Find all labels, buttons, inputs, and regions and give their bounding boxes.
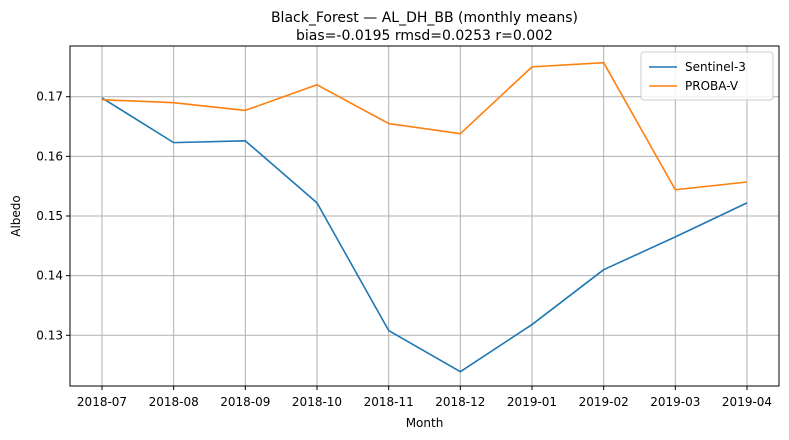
x-tick-label: 2018-10 (292, 395, 342, 409)
series-line-sentinel-3 (101, 97, 748, 373)
x-tick-label: 2019-03 (650, 395, 700, 409)
y-tick-label: 0.17 (36, 90, 63, 104)
grid-lines (70, 46, 779, 386)
x-axis-label: Month (406, 416, 444, 430)
series-lines (101, 61, 748, 373)
y-tick-label: 0.16 (36, 149, 63, 163)
x-tick-label: 2019-01 (507, 395, 557, 409)
series-line-proba-v (101, 61, 748, 191)
legend-box (640, 51, 774, 101)
legend-label: PROBA-V (685, 79, 739, 93)
chart-subtitle: bias=-0.0195 rmsd=0.0253 r=0.002 (296, 28, 553, 44)
x-tick-label: 2019-02 (579, 395, 629, 409)
x-tick-label: 2018-12 (435, 395, 485, 409)
x-tick-label: 2018-07 (77, 395, 127, 409)
x-tick-label: 2018-08 (149, 395, 199, 409)
y-tick-label: 0.15 (36, 209, 63, 223)
legend-label: Sentinel-3 (685, 60, 746, 74)
y-tick-label: 0.13 (36, 328, 63, 342)
y-axis-label: Albedo (9, 195, 23, 237)
axis-ticks: 2018-07 2018-08 2018-09 2018-10 2018-11 2018-… (36, 90, 772, 409)
chart-title: Black_Forest — AL_DH_BB (monthly means) (271, 10, 578, 26)
y-tick-label: 0.14 (36, 269, 63, 283)
legend: Sentinel-3 PROBA-V (640, 51, 774, 101)
x-tick-label: 2019-04 (722, 395, 772, 409)
x-tick-label: 2018-09 (220, 395, 270, 409)
x-tick-label: 2018-11 (364, 395, 414, 409)
